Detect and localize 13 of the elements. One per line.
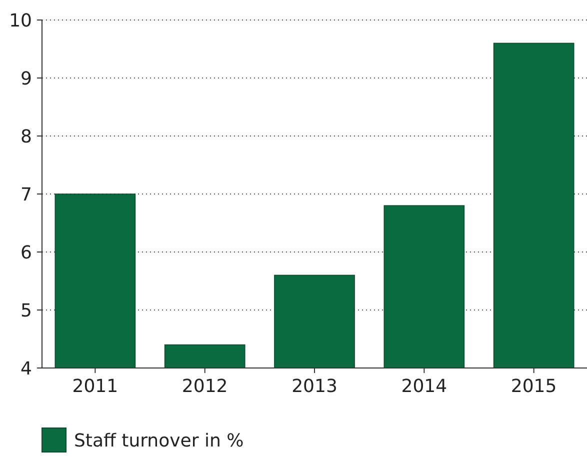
x-tick-label: 2015 [510, 376, 557, 397]
x-tick-label: 2012 [182, 376, 228, 397]
legend-label: Staff turnover in % [74, 430, 244, 452]
y-tick-label: 4 [20, 358, 32, 380]
y-tick-label: 8 [20, 126, 32, 148]
x-tick-label: 2011 [72, 376, 118, 397]
y-tick-label: 5 [20, 300, 32, 322]
y-tick-label: 10 [9, 10, 32, 32]
y-tick-label: 6 [20, 242, 32, 264]
y-tick-label: 9 [20, 68, 32, 90]
y-tick-label: 7 [20, 184, 32, 206]
x-tick-label: 2013 [292, 376, 338, 397]
x-tick-label: 2014 [401, 376, 448, 397]
